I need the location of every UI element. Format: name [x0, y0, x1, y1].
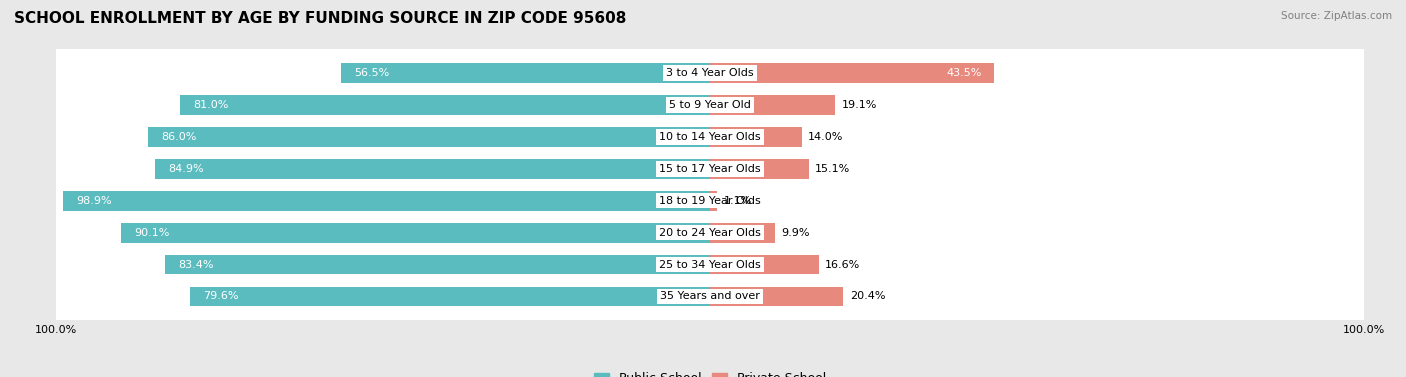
Text: 98.9%: 98.9% [76, 196, 112, 206]
Text: 20 to 24 Year Olds: 20 to 24 Year Olds [659, 228, 761, 238]
FancyBboxPatch shape [53, 95, 1367, 179]
Text: 81.0%: 81.0% [194, 100, 229, 110]
Text: 84.9%: 84.9% [169, 164, 204, 174]
Text: 5 to 9 Year Old: 5 to 9 Year Old [669, 100, 751, 110]
Bar [180, 95, 710, 115]
Bar [710, 287, 844, 307]
Text: 10 to 14 Year Olds: 10 to 14 Year Olds [659, 132, 761, 142]
Text: 15 to 17 Year Olds: 15 to 17 Year Olds [659, 164, 761, 174]
Text: 79.6%: 79.6% [202, 291, 238, 302]
FancyBboxPatch shape [53, 127, 1367, 210]
Bar [710, 95, 835, 115]
Text: 1.1%: 1.1% [724, 196, 752, 206]
Text: 43.5%: 43.5% [946, 68, 981, 78]
Text: 3 to 4 Year Olds: 3 to 4 Year Olds [666, 68, 754, 78]
Bar [165, 255, 710, 274]
Text: 86.0%: 86.0% [160, 132, 197, 142]
Text: 35 Years and over: 35 Years and over [659, 291, 761, 302]
Text: 18 to 19 Year Olds: 18 to 19 Year Olds [659, 196, 761, 206]
Text: 14.0%: 14.0% [808, 132, 844, 142]
Text: 56.5%: 56.5% [354, 68, 389, 78]
Text: Source: ZipAtlas.com: Source: ZipAtlas.com [1281, 11, 1392, 21]
Bar [190, 287, 710, 307]
Bar [710, 159, 808, 179]
Bar [710, 223, 775, 242]
Bar [710, 191, 717, 211]
Bar [710, 63, 994, 83]
Text: 25 to 34 Year Olds: 25 to 34 Year Olds [659, 260, 761, 270]
Text: 9.9%: 9.9% [782, 228, 810, 238]
Legend: Public School, Private School: Public School, Private School [589, 367, 831, 377]
Bar [340, 63, 710, 83]
FancyBboxPatch shape [53, 159, 1367, 242]
Bar [63, 191, 710, 211]
Text: 19.1%: 19.1% [841, 100, 877, 110]
FancyBboxPatch shape [53, 223, 1367, 306]
Bar [121, 223, 710, 242]
Text: 90.1%: 90.1% [134, 228, 169, 238]
FancyBboxPatch shape [53, 191, 1367, 274]
Text: 83.4%: 83.4% [177, 260, 214, 270]
Bar [710, 127, 801, 147]
Bar [710, 255, 818, 274]
FancyBboxPatch shape [53, 31, 1367, 115]
Text: 15.1%: 15.1% [815, 164, 851, 174]
Text: 16.6%: 16.6% [825, 260, 860, 270]
FancyBboxPatch shape [53, 255, 1367, 338]
Bar [155, 159, 710, 179]
FancyBboxPatch shape [53, 63, 1367, 147]
Text: 20.4%: 20.4% [851, 291, 886, 302]
Text: SCHOOL ENROLLMENT BY AGE BY FUNDING SOURCE IN ZIP CODE 95608: SCHOOL ENROLLMENT BY AGE BY FUNDING SOUR… [14, 11, 627, 26]
Bar [148, 127, 710, 147]
